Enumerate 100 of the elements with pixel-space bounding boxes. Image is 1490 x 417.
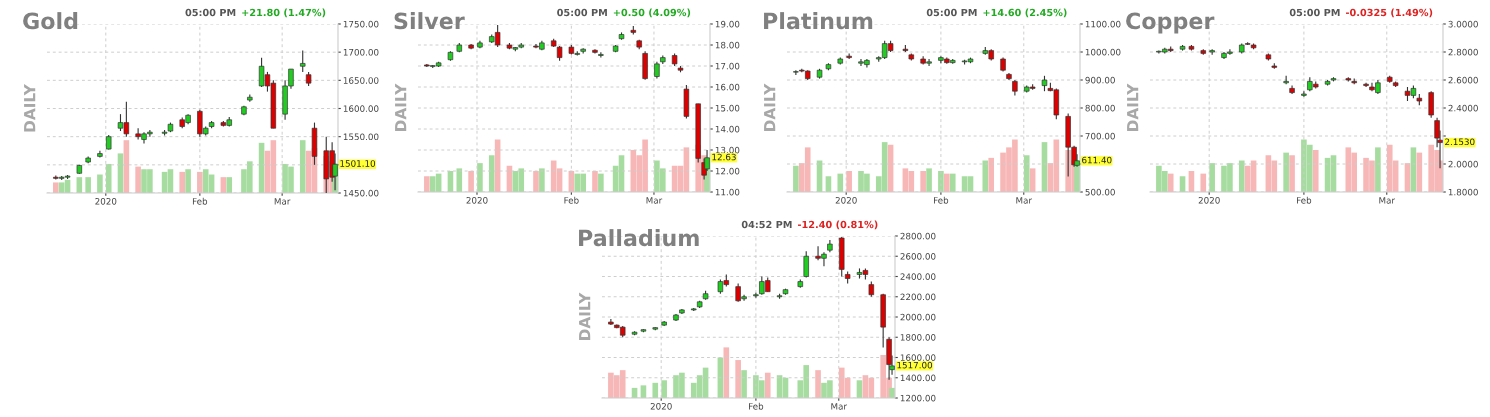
bar (661, 380, 667, 398)
y-tick-label: 19.00 (715, 20, 740, 28)
y-tick-label: 16.00 (715, 83, 740, 91)
y-tick-label: 1100.00 (1085, 20, 1121, 28)
y-tick-label: 17.00 (715, 62, 740, 70)
text: 05:00 PM (926, 8, 977, 17)
y-tick-label: 2.8000 (1448, 48, 1478, 56)
x-tick-label: Feb (192, 197, 208, 205)
chart-title: Gold (23, 12, 78, 30)
annotation: 611.40 (1082, 156, 1112, 164)
y-tick-label: 18.00 (715, 41, 740, 49)
x-tick-label: Feb (749, 402, 764, 410)
bar (982, 160, 989, 192)
y-tick-label: 2.0000 (1448, 160, 1478, 168)
bar (1200, 173, 1207, 192)
y-tick-label: 2200.00 (900, 293, 936, 301)
x-tick-label: 2020 (1198, 197, 1220, 204)
y-tick-label: 1200.00 (900, 394, 936, 402)
bar (652, 382, 659, 398)
x-tick-label: Mar (1379, 197, 1396, 204)
y-axis-title: DAILY (24, 84, 36, 132)
chart-title: Silver (394, 12, 465, 30)
bar (135, 166, 141, 193)
bar (1167, 173, 1174, 192)
annotation: 2.1530 (1445, 138, 1475, 146)
bar (185, 169, 191, 193)
bar (592, 171, 598, 192)
x-tick-label: 2020 (650, 403, 672, 410)
bar (741, 370, 747, 398)
candlestick (1428, 90, 1434, 119)
x-tick-label: Feb (1297, 196, 1312, 204)
bar (723, 347, 730, 398)
x-tick-label: 2020 (95, 198, 117, 205)
y-tick-label: 12.00 (715, 167, 740, 175)
bar (1283, 152, 1289, 192)
y-axis-title: DAILY (1127, 83, 1139, 131)
bar (488, 155, 495, 192)
y-tick-label: 1600.00 (900, 354, 936, 361)
bar (468, 171, 474, 192)
bar (424, 176, 430, 192)
y-tick-label: 2000.00 (900, 313, 936, 321)
bar (456, 168, 463, 192)
annotation: 12.63 (712, 153, 736, 161)
y-tick-label: 1.8000 (1448, 188, 1478, 196)
bar (1375, 147, 1381, 192)
bar (539, 168, 545, 192)
candlestick (1283, 75, 1289, 85)
text: -12.40 (0.81%) (797, 220, 878, 230)
y-tick-label: 1650.00 (343, 77, 379, 84)
y-tick-label: 11.00 (715, 188, 740, 196)
text: 05:00 PM (185, 8, 236, 17)
bar (533, 171, 539, 192)
annotation: 1501.10 (340, 160, 376, 167)
bar (988, 157, 995, 192)
y-tick-label: 1800.00 (900, 334, 936, 341)
bar (197, 171, 203, 193)
y-tick-label: 1750.00 (343, 20, 379, 28)
y-tick-label: 2.6000 (1448, 76, 1478, 84)
bar (1312, 150, 1319, 192)
bar (1289, 155, 1295, 192)
x-tick-label: Mar (1016, 197, 1033, 204)
y-axis-title: DAILY (764, 83, 776, 131)
text: -0.0325 (1.49%) (1345, 8, 1433, 18)
candlestick (300, 49, 306, 73)
bar (1209, 163, 1215, 192)
x-tick-label: Mar (274, 198, 291, 205)
y-tick-label: 1550.00 (343, 133, 379, 141)
x-tick-label: Mar (831, 403, 848, 410)
bar (97, 174, 103, 193)
bar (1238, 160, 1245, 192)
bar (793, 165, 799, 192)
y-tick-label: 500.00 (1085, 188, 1115, 196)
x-tick-label: 2020 (466, 197, 488, 204)
bar (1023, 155, 1030, 192)
bar (920, 171, 926, 192)
y-tick-label: 800.00 (1085, 104, 1115, 112)
bar (105, 163, 112, 193)
bar (837, 173, 844, 192)
x-tick-label: 2020 (835, 197, 857, 204)
candlestick (803, 250, 809, 279)
candlestick (1301, 90, 1307, 98)
bar (944, 173, 950, 192)
bar (815, 370, 821, 398)
bar (85, 177, 91, 193)
bar (226, 177, 233, 193)
y-axis-title: DAILY (395, 83, 407, 131)
y-tick-label: 1600.00 (343, 105, 379, 112)
text: 05:00 PM (1289, 8, 1340, 17)
bar (477, 163, 483, 192)
x-tick-label: Feb (564, 196, 579, 204)
bar (598, 173, 604, 192)
y-tick-label: 1400.00 (900, 374, 936, 382)
y-axis-title: DAILY (579, 292, 591, 340)
y-tick-label: 2.4000 (1448, 104, 1478, 112)
y-tick-label: 2800.00 (900, 232, 936, 240)
chart-title: Copper (1126, 12, 1215, 34)
y-tick-label: 700.00 (1085, 132, 1115, 140)
y-tick-label: 14.00 (715, 125, 740, 133)
bar (299, 140, 306, 193)
y-tick-label: 1000.00 (1085, 48, 1121, 56)
